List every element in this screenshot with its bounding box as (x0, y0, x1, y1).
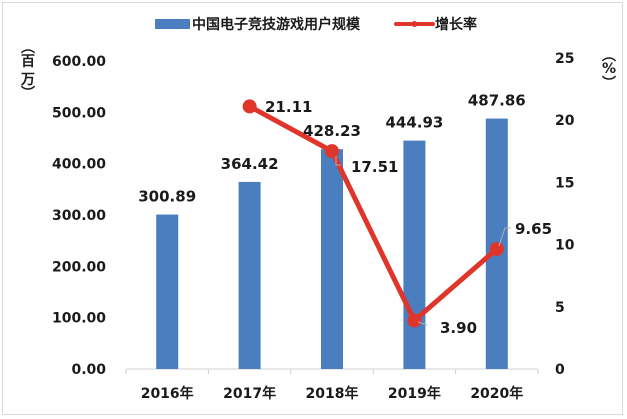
legend-label-growth: 增长率 (435, 16, 477, 33)
right-axis-unit-label: ︵%︶ (601, 48, 616, 92)
bar-data-labels: 300.89 364.42 428.23 444.93 487.86 (138, 92, 525, 206)
right-axis-tick-label: 5 (555, 300, 565, 316)
right-axis-tick-label: 15 (555, 175, 574, 191)
line-value-label: 9.65 (515, 220, 552, 238)
x-axis-category-label: 2017年 (223, 385, 276, 402)
line-marker (407, 313, 422, 328)
x-axis-category-label: 2019年 (388, 385, 441, 402)
x-axis-category-label: 2020年 (470, 385, 523, 402)
left-axis-tick-label: 400.00 (52, 157, 106, 173)
left-axis-unit-label: ︵百万︶ (20, 40, 35, 102)
leader-line (417, 321, 428, 326)
right-axis-ticks: 0 5 10 15 20 25 (555, 51, 575, 378)
bar-value-label: 428.23 (303, 122, 361, 140)
bar (321, 149, 343, 369)
bar-series (156, 118, 508, 369)
line-value-label: 3.90 (440, 319, 477, 337)
legend-label-users: 中国电子竞技游戏用户规模 (192, 16, 361, 33)
right-axis-tick-label: 25 (555, 51, 574, 67)
bar (156, 214, 179, 369)
left-axis-unit-char: ︵ (20, 40, 35, 56)
x-axis-category-label: 2018年 (306, 385, 359, 402)
line-value-label: 17.51 (351, 158, 398, 176)
left-axis-tick-label: 100.00 (52, 311, 106, 327)
bar-value-label: 487.86 (468, 92, 526, 110)
bar-value-label: 364.42 (221, 155, 279, 173)
bar (403, 140, 426, 369)
legend-marker-icon (411, 21, 418, 27)
left-axis-tick-label: 500.00 (52, 105, 106, 121)
leader-line (498, 227, 511, 247)
growth-line (247, 103, 500, 323)
left-axis-tick-label: 300.00 (52, 208, 106, 224)
chart-frame (2, 2, 623, 415)
x-axis-category-label: 2016年 (141, 385, 194, 402)
bar-value-label: 300.89 (138, 188, 196, 206)
right-axis-tick-label: 0 (555, 362, 565, 378)
line-marker (242, 99, 257, 114)
left-axis-unit-char: ︶ (20, 85, 35, 102)
left-axis-unit-char: 万 (20, 72, 35, 88)
left-axis-tick-label: 0.00 (71, 362, 106, 378)
right-axis-unit-char: ︵ (601, 48, 616, 64)
line-value-label: 21.11 (265, 98, 312, 116)
left-axis-tick-label: 200.00 (52, 259, 106, 275)
leader-line (335, 156, 341, 166)
bar (238, 181, 261, 369)
right-axis-unit-char: % (602, 61, 616, 77)
bar-value-label: 444.93 (385, 114, 443, 132)
legend: 中国电子竞技游戏用户规模 增长率 (155, 16, 477, 33)
legend-swatch-bar (155, 19, 190, 29)
line-series (242, 99, 504, 328)
left-axis-tick-label: 600.00 (52, 54, 106, 70)
line-data-labels: 21.11 17.51 3.90 9.65 (265, 98, 552, 337)
right-axis-tick-label: 20 (555, 113, 575, 129)
line-marker (325, 144, 339, 159)
x-axis: 2016年 2017年 2018年 2019年 2020年 (125, 368, 539, 402)
right-axis-unit-char: ︶ (601, 75, 616, 92)
left-axis-ticks: 0.00 100.00 200.00 300.00 400.00 500.00 600.00 (52, 54, 106, 378)
line-marker (489, 241, 504, 256)
left-axis-unit-char: 百 (21, 54, 35, 70)
right-axis-tick-label: 10 (555, 238, 575, 254)
